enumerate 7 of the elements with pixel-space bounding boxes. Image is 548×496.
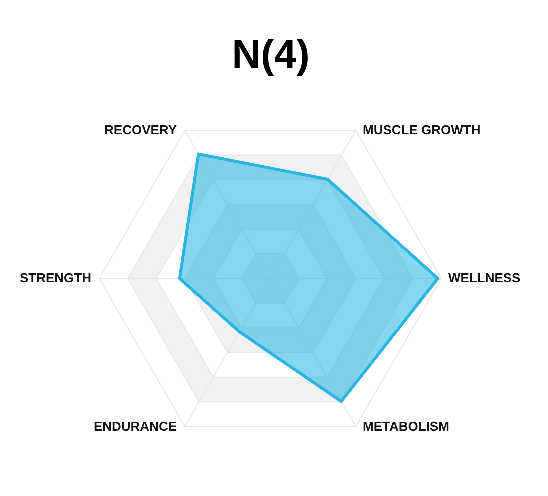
spoke-label: RECOVERY	[104, 122, 178, 138]
chart-title: N(4)	[232, 33, 310, 77]
spoke-label: MUSCLE GROWTH	[363, 122, 481, 138]
spoke-label: WELLNESS	[448, 270, 522, 286]
spoke-label: METABOLISM	[363, 418, 450, 434]
spoke-label: STRENGTH	[20, 270, 92, 286]
spoke-label: ENDURANCE	[94, 418, 178, 434]
